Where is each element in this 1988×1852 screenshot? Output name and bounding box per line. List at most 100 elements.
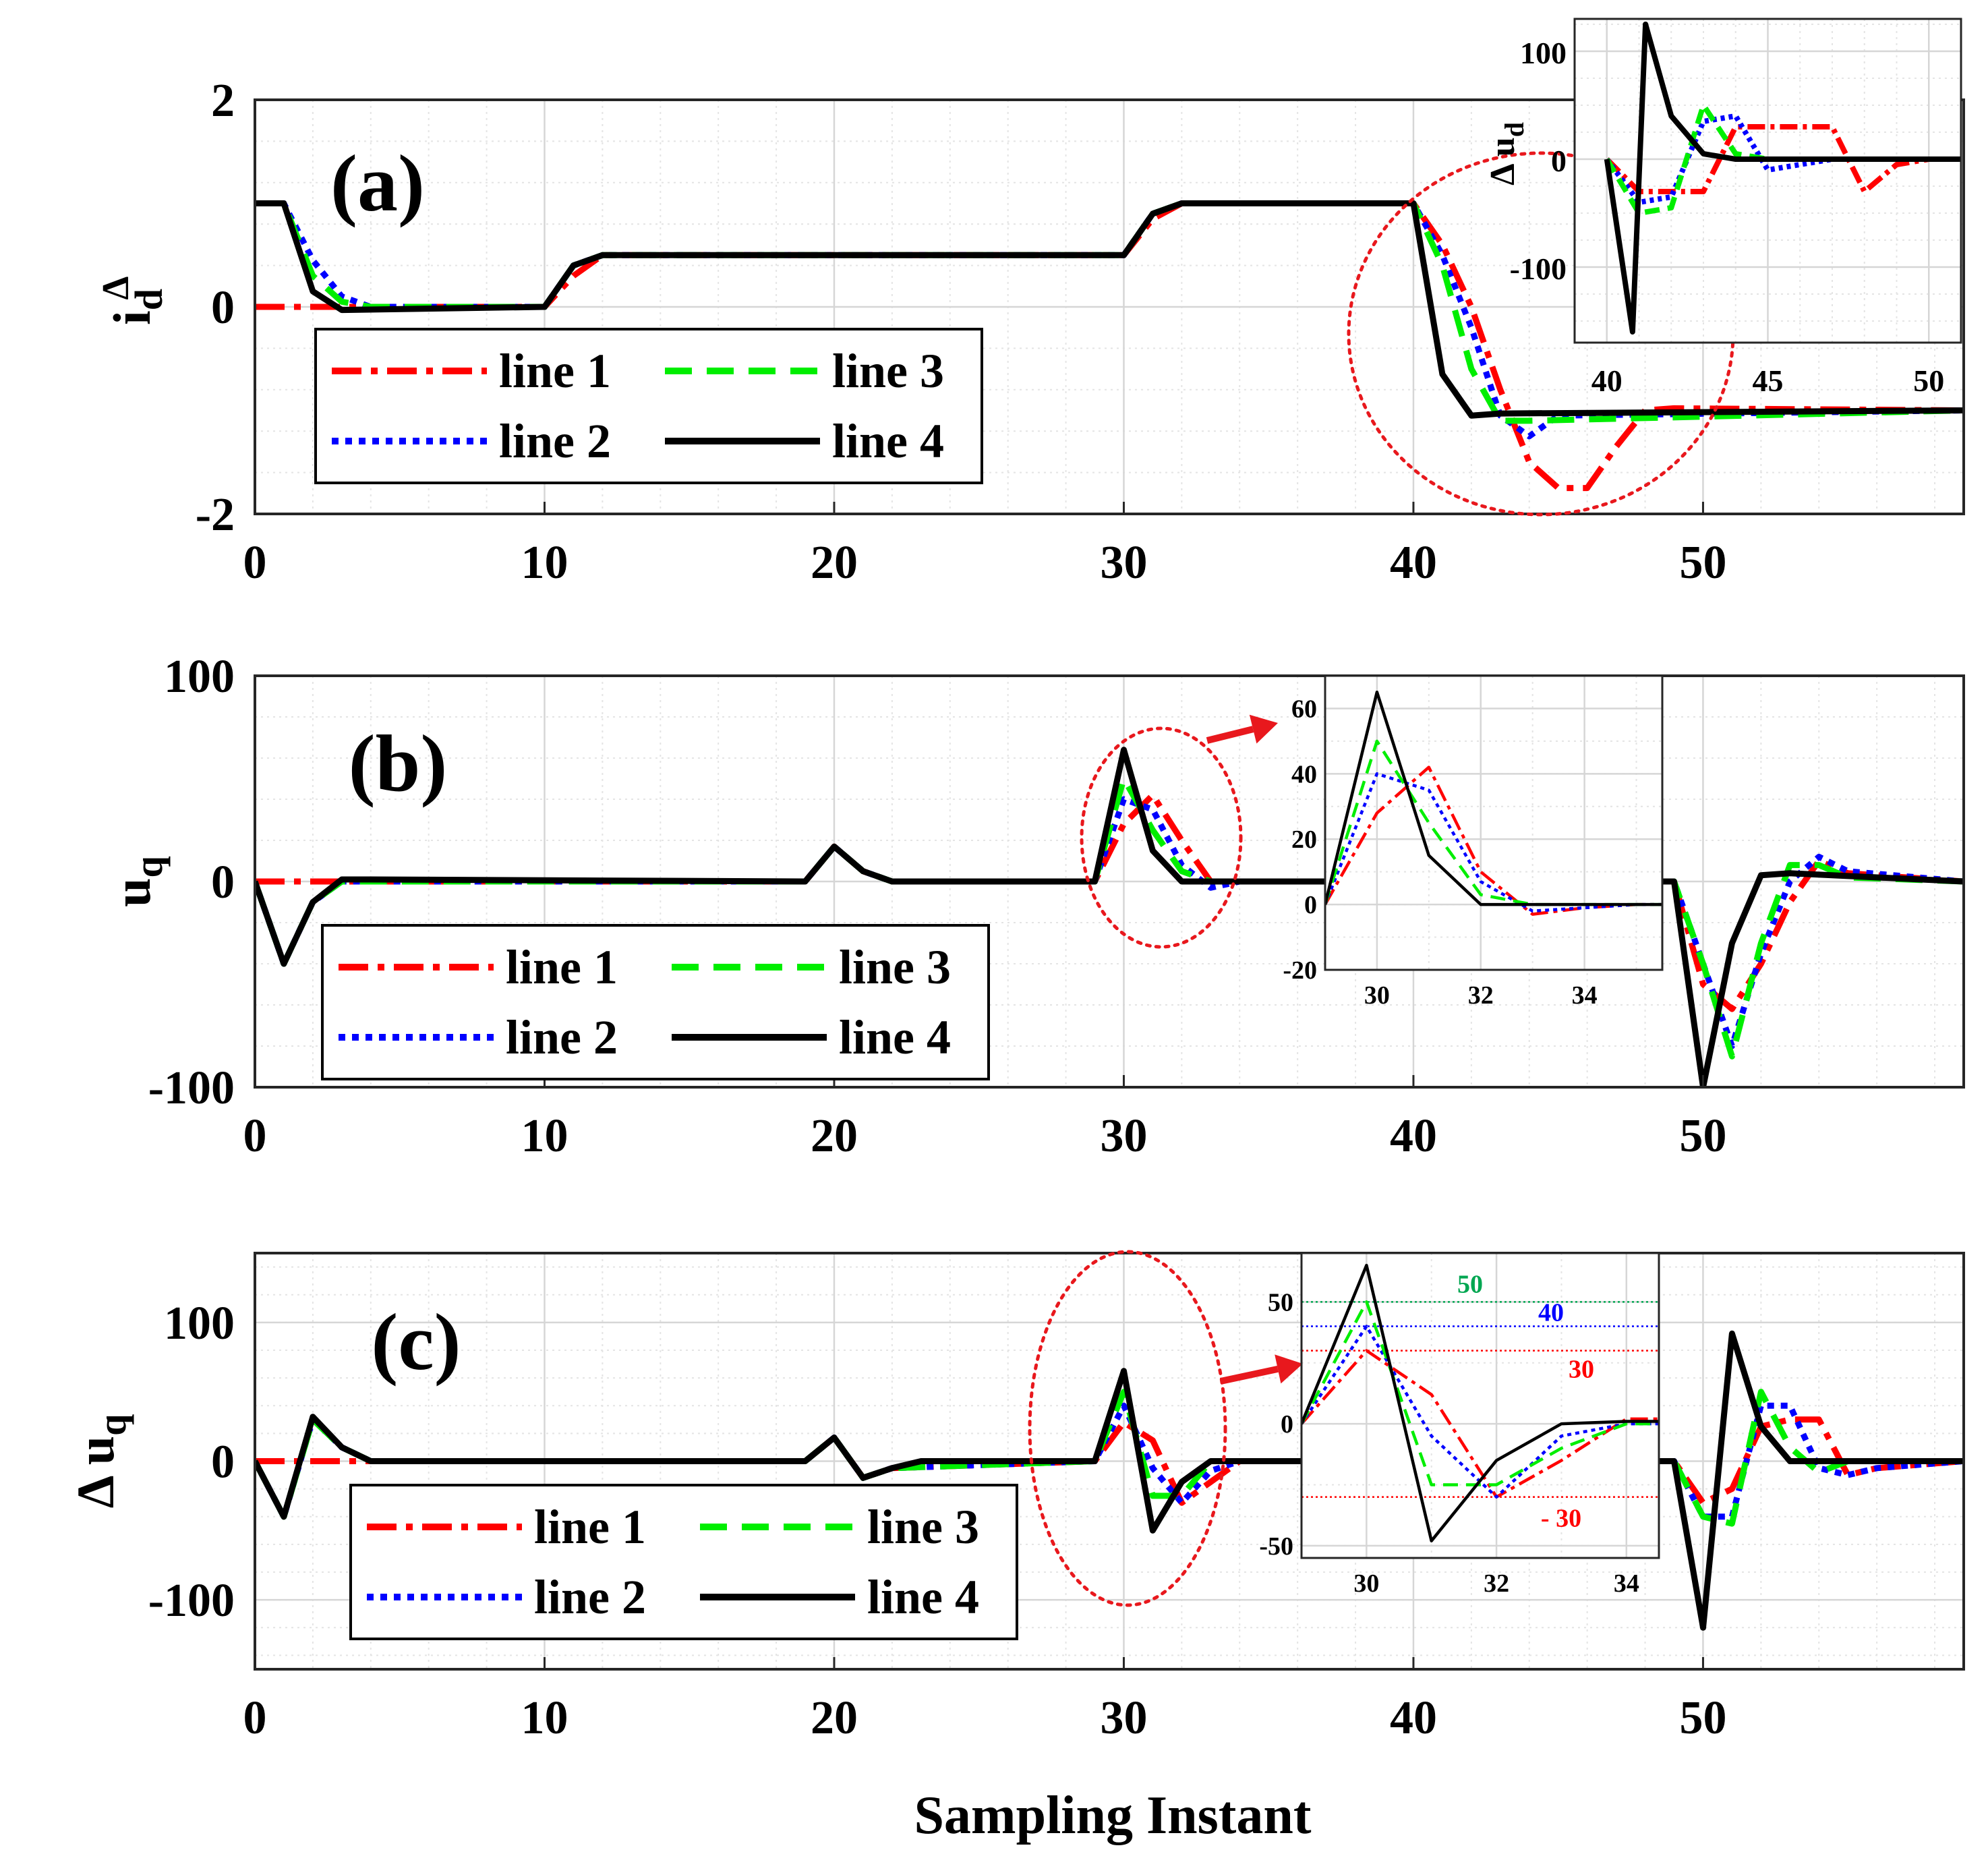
panel-b-legend: line 1 line 3 line 2 line 4: [321, 924, 990, 1080]
inset-x-tick-label: 34: [1572, 981, 1598, 1010]
panel-c-x-tick-label: 10: [521, 1692, 568, 1744]
panel-c-series-line-1: [255, 1416, 1964, 1506]
panel-b-x-tick-label: 20: [811, 1110, 858, 1162]
panel-c-y-tick-label: 100: [164, 1298, 235, 1350]
inset-a-data: [1604, 22, 1961, 335]
panel-c-x-tick-label: 50: [1679, 1692, 1726, 1744]
y-axis-label-main: Δ u: [66, 1436, 125, 1508]
y-axis-label-main: u: [103, 877, 161, 906]
inset-a-series-line-1: [1604, 124, 1961, 194]
panel-a-series-line-4: [255, 200, 1964, 419]
legend-label-line-2: line 2: [506, 1010, 618, 1064]
inset-x-tick-label: 32: [1484, 1569, 1509, 1598]
y-axis-label-sub: q: [90, 1414, 134, 1436]
panel-b-x-tick-label: 50: [1679, 1110, 1726, 1162]
panel-a-x-tick-label: 40: [1390, 537, 1437, 589]
panel-a-inset: 40 45 50 -100 0 100 Δ ud: [1484, 18, 1962, 398]
panel-c-x-tick-label: 0: [243, 1692, 267, 1744]
inset-y-tick-label: 50: [1268, 1288, 1293, 1316]
panel-b-x-tick-label: 10: [521, 1110, 568, 1162]
inset-x-tick-label: 32: [1468, 981, 1494, 1010]
panel-a-y-tick-label: 2: [211, 75, 235, 127]
inset-y-tick-label: 0: [1281, 1410, 1293, 1439]
inset-x-tick-label: 30: [1364, 981, 1390, 1010]
panel-b-highlight-ellipse: [1080, 726, 1243, 949]
panel-a-x-tick-label: 50: [1679, 537, 1726, 589]
panel-b-axes-frame: [254, 674, 1965, 1089]
inset-c-series-line-3: [1302, 1300, 1659, 1486]
legend-box: [314, 328, 983, 484]
panel-b-x-tick-label: 0: [243, 1110, 267, 1162]
panel-a-y-tick-label: -2: [196, 489, 235, 541]
inset-b-series-line-4: [1325, 690, 1662, 906]
panel-b-series-line-4: [255, 747, 1964, 1087]
legend-label-line-3: line 3: [832, 344, 944, 398]
legend-box: [349, 1484, 1018, 1640]
panel-b-series-line-1: [255, 792, 1964, 1012]
panel-c-inset: 30 32 34 -50 0 50 50 40 30 - 30: [1259, 1252, 1660, 1598]
inset-c-data: [1302, 1263, 1659, 1542]
y-axis-label-main: i: [103, 310, 161, 325]
panel-a-x-tick-label: 20: [811, 537, 858, 589]
inset-y-axis-label-main: Δ u: [1484, 137, 1522, 185]
panel-a-legend: line 1 line 3 line 2 line 4: [314, 328, 983, 484]
panel-c-x-tick-label: 30: [1100, 1692, 1147, 1744]
inset-background: [1325, 676, 1662, 970]
legend-label-line-2: line 2: [499, 414, 611, 468]
panel-c-highlight-ellipse: [1028, 1250, 1227, 1607]
panel-c-series-line-4: [255, 1330, 1964, 1631]
legend-label-line-4: line 4: [867, 1570, 979, 1624]
panel-a-x-tick-label: 30: [1100, 537, 1147, 589]
panel-c-data: [255, 1330, 1964, 1631]
panel-c-y-axis-label: Δ uq: [66, 1414, 134, 1509]
panel-b-data: [255, 747, 1964, 1087]
inset-x-tick-label: 30: [1353, 1569, 1379, 1598]
inset-y-tick-label: 20: [1291, 826, 1317, 854]
inset-y-tick-label: 0: [1551, 144, 1567, 178]
panel-a-axes-frame: [254, 98, 1965, 515]
panel-a-y-axis-label-sup: Δ: [95, 276, 137, 299]
panel-c-arrow-shaft: [1219, 1366, 1279, 1385]
legend-label-line-1: line 1: [534, 1500, 646, 1554]
panel-c-y-tick-label: -100: [148, 1575, 235, 1627]
legend-label-line-3: line 3: [867, 1500, 979, 1554]
inset-background: [1302, 1253, 1659, 1558]
panel-b-y-axis-label: uq: [103, 856, 171, 907]
inset-ref-label: - 30: [1541, 1505, 1581, 1533]
inset-a-series-line-4: [1604, 22, 1961, 335]
panel-a-y-axis-label: id: [103, 289, 171, 325]
panel-c-x-tick-label: 40: [1390, 1692, 1437, 1744]
inset-y-tick-label: -100: [1510, 252, 1567, 286]
inset-c-series-line-4: [1302, 1263, 1659, 1542]
inset-y-tick-label: 40: [1291, 760, 1317, 788]
panel-c-arrow-head: [1275, 1354, 1303, 1384]
y-axis-label-sub: q: [127, 856, 171, 877]
legend-label-line-4: line 4: [832, 414, 944, 468]
panel-a-y-tick-label: 0: [211, 282, 235, 334]
panel-c-x-tick-label: 20: [811, 1692, 858, 1744]
inset-ref-label: 50: [1457, 1270, 1483, 1298]
inset-y-tick-label: 0: [1304, 891, 1317, 919]
panel-b-y-tick-label: 0: [211, 857, 235, 908]
inset-y-axis-label: Δ ud: [1484, 122, 1529, 185]
legend-label-line-3: line 3: [839, 940, 951, 994]
legend-box: [321, 924, 990, 1080]
panel-a-series-line-1: [255, 200, 1964, 492]
inset-frame: [1573, 18, 1962, 344]
inset-ref-label: 30: [1569, 1356, 1594, 1384]
inset-frame: [1324, 674, 1664, 971]
panel-b-inset: 30 32 34 -20 0 20 40 60: [1283, 674, 1664, 1010]
inset-frame: [1300, 1252, 1660, 1559]
inset-x-tick-label: 40: [1591, 364, 1622, 398]
panel-a-x-tick-label: 10: [521, 537, 568, 589]
panel-b-arrow-shaft: [1206, 726, 1254, 744]
inset-y-tick-label: -20: [1283, 956, 1317, 985]
legend-label-line-1: line 1: [506, 940, 618, 994]
panel-a-x-tick-label: 0: [243, 537, 267, 589]
inset-x-tick-label: 45: [1753, 364, 1784, 398]
panel-c-legend: line 1 line 3 line 2 line 4: [349, 1484, 1018, 1640]
